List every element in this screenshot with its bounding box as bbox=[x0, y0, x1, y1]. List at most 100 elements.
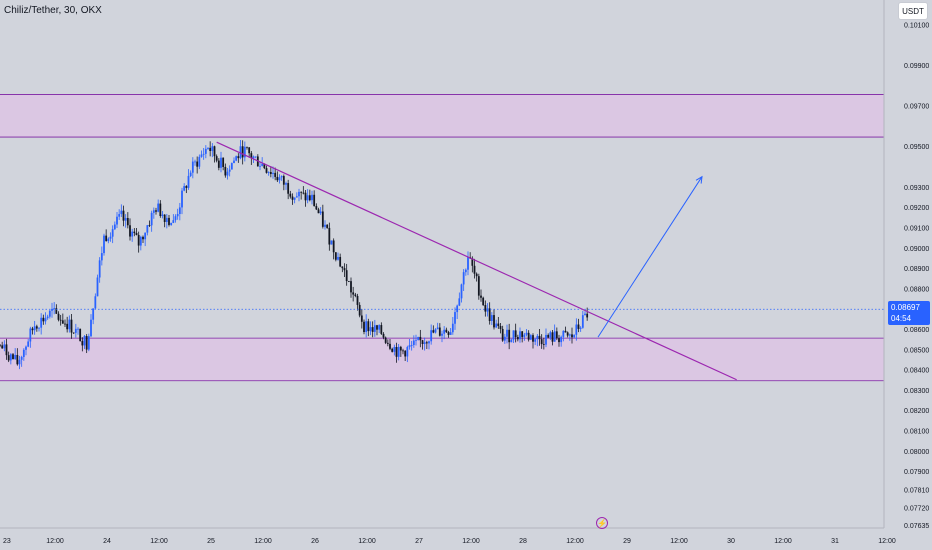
candle-body bbox=[534, 339, 537, 342]
candle bbox=[464, 268, 467, 276]
candle-body bbox=[72, 332, 75, 334]
candle bbox=[300, 191, 303, 200]
candle bbox=[35, 324, 38, 332]
candle bbox=[18, 355, 21, 370]
candle-body bbox=[408, 345, 411, 348]
resistance-trendline bbox=[216, 141, 737, 381]
candle-body bbox=[174, 216, 177, 221]
y-tick-label: 0.07635 bbox=[904, 523, 929, 530]
candle bbox=[48, 309, 51, 319]
candle-body bbox=[512, 330, 515, 340]
y-tick-label: 0.08100 bbox=[904, 429, 929, 436]
candle-body bbox=[207, 147, 209, 149]
candle-body bbox=[139, 236, 142, 246]
candle-body bbox=[386, 342, 389, 344]
candle bbox=[196, 156, 199, 174]
lightning-icon[interactable]: ⚡ bbox=[596, 517, 608, 529]
candle-body bbox=[441, 333, 443, 336]
candle-body bbox=[482, 297, 485, 306]
candle-body bbox=[87, 336, 90, 350]
candle-body bbox=[289, 193, 292, 197]
candle bbox=[343, 263, 346, 277]
candle-body bbox=[324, 224, 326, 227]
candle-body bbox=[298, 191, 300, 197]
candle-body bbox=[261, 163, 264, 166]
candle-body bbox=[77, 328, 79, 330]
candle bbox=[445, 327, 448, 333]
candle bbox=[521, 331, 524, 343]
candle-body bbox=[111, 229, 114, 237]
y-tick-label: 0.08900 bbox=[904, 266, 929, 273]
candle-body bbox=[579, 327, 582, 329]
candle bbox=[456, 304, 459, 319]
candle-body bbox=[428, 341, 430, 344]
candle-body bbox=[105, 235, 108, 242]
candle bbox=[577, 318, 580, 333]
candle-body bbox=[172, 220, 175, 223]
candle bbox=[64, 319, 66, 328]
y-tick-label: 0.09100 bbox=[904, 225, 929, 232]
candle bbox=[482, 296, 485, 307]
candle-body bbox=[189, 172, 192, 176]
candle bbox=[220, 151, 222, 173]
candle-body bbox=[315, 206, 318, 210]
y-tick-label: 0.09900 bbox=[904, 63, 929, 70]
y-tick-label: 0.08000 bbox=[904, 449, 929, 456]
candle-body bbox=[7, 355, 10, 361]
projection-arrow-shaft bbox=[597, 176, 703, 338]
candle bbox=[408, 339, 411, 350]
currency-button[interactable]: USDT bbox=[898, 2, 928, 20]
candle bbox=[525, 328, 528, 337]
candle-body bbox=[575, 324, 578, 335]
candle-body bbox=[356, 295, 359, 305]
candle-body bbox=[536, 335, 539, 340]
candle-body bbox=[103, 235, 105, 254]
candle bbox=[514, 323, 517, 343]
candle-body bbox=[321, 211, 324, 227]
candle bbox=[501, 325, 504, 342]
candle-body bbox=[497, 323, 500, 327]
candle-body bbox=[391, 348, 394, 352]
candle bbox=[399, 345, 402, 357]
candle bbox=[532, 333, 534, 349]
candle bbox=[566, 331, 569, 338]
x-tick-label: 25 bbox=[207, 538, 215, 545]
candle-body bbox=[558, 338, 560, 343]
candle-body bbox=[157, 203, 160, 212]
candle bbox=[287, 179, 290, 200]
candle-body bbox=[92, 308, 95, 320]
candle bbox=[92, 308, 95, 325]
candle bbox=[181, 187, 183, 215]
candle bbox=[371, 321, 374, 338]
candle bbox=[438, 323, 441, 337]
candle-body bbox=[328, 227, 331, 245]
zone-2 bbox=[0, 338, 884, 381]
x-tick-label: 29 bbox=[623, 538, 631, 545]
candle-body bbox=[415, 339, 417, 341]
y-tick-label: 0.07900 bbox=[904, 469, 929, 476]
candle-body bbox=[514, 330, 517, 338]
candle bbox=[389, 338, 391, 351]
candle bbox=[291, 193, 294, 205]
candle bbox=[447, 330, 450, 338]
candle bbox=[415, 334, 417, 346]
candle bbox=[558, 334, 560, 347]
candle-body bbox=[566, 332, 569, 336]
candle bbox=[233, 157, 235, 164]
candle bbox=[46, 314, 49, 320]
candle bbox=[51, 302, 53, 318]
candle-body bbox=[0, 344, 1, 346]
candle-body bbox=[332, 240, 335, 253]
candle-body bbox=[57, 313, 60, 320]
candle bbox=[248, 146, 251, 158]
candle bbox=[235, 155, 238, 162]
candle bbox=[61, 313, 64, 324]
candle bbox=[155, 207, 157, 215]
candle-body bbox=[16, 354, 19, 365]
candle bbox=[237, 153, 240, 163]
candle bbox=[168, 215, 170, 227]
candle bbox=[278, 174, 281, 184]
candle-body bbox=[519, 331, 521, 340]
